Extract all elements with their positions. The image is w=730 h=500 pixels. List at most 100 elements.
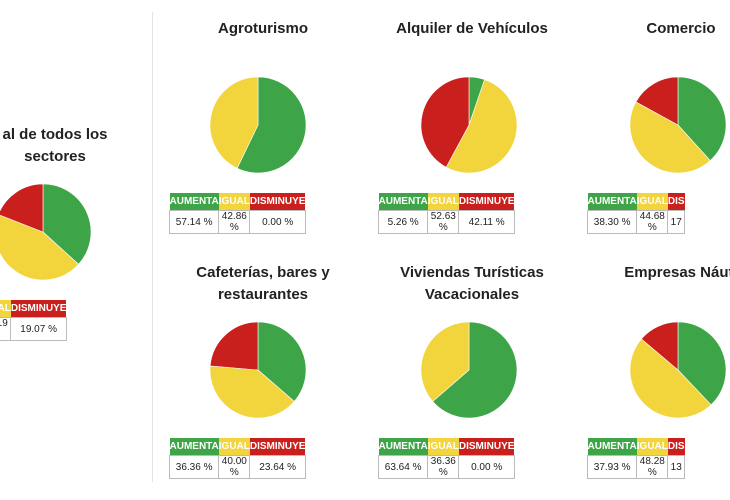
legend-label-disminuye: DISMINUYE (249, 438, 306, 456)
pie-slice-igual (209, 365, 295, 419)
chart-title: Viviendas Turísticas Vacacionales (352, 262, 592, 306)
legend-table: AUMENTA IGUAL DISMINUYE 63.64 % 36.36 % 0.00 … (377, 438, 515, 479)
pie-chart (0, 183, 92, 281)
pie-slice-aumenta (257, 321, 307, 402)
chart-title: al de todos los sectores (0, 124, 175, 168)
legend-label-igual: IGUAL (218, 193, 250, 211)
legend-label-aumenta: AUMENTA (169, 438, 219, 456)
legend-value-igual: 42.86 % (218, 210, 251, 234)
legend-header-row: AUMENTA IGUAL DIS (587, 438, 685, 456)
chart-title-line: Agroturismo (218, 20, 308, 37)
legend-header-row: AUMENTA IGUAL DISMINUYE (169, 193, 306, 211)
pie-slice-igual (209, 76, 259, 169)
legend-value-disminuye: 42.11 % (458, 210, 515, 234)
legend-label-igual: IGUAL (636, 193, 668, 211)
pie-chart (209, 76, 307, 174)
pie-slice-igual (629, 101, 711, 174)
legend-value-disminuye: 0.00 % (458, 455, 515, 479)
legend-label-aumenta: AUMENTA (587, 438, 637, 456)
chart-title-line: sectores (24, 148, 86, 165)
pie-slice-disminuye (209, 321, 259, 371)
legend-value-igual: 44.19 % (0, 317, 12, 341)
legend-table: AUMENTA IGUAL DISMINUYE 57.14 % 42.86 % 0.00 … (168, 193, 306, 234)
pie-chart (420, 76, 518, 174)
legend-value-aumenta: 38.30 % (586, 210, 638, 234)
legend-value-igual: 44.68 % (636, 210, 669, 234)
legend-label-igual: IGUAL (636, 438, 668, 456)
chart-title-line: Cafeterías, bares y (196, 264, 330, 281)
pie-slice-aumenta (677, 76, 727, 162)
pie-chart (629, 321, 727, 419)
legend-label-aumenta: AUMENTA (378, 438, 428, 456)
pie-chart (209, 321, 307, 419)
chart-title-line: al de todos los (2, 126, 108, 143)
legend-label-igual: IGUAL (427, 193, 459, 211)
legend-table: AUMENTA IGUAL DIS 37.93 % 48.28 % 13 (586, 438, 686, 479)
legend-value-row: 63.64 % 36.36 % 0.00 % (377, 455, 515, 479)
pie-slice-igual (420, 321, 470, 402)
legend-value-row: 36.36 % 40.00 % 23.64 % (168, 455, 306, 479)
chart-title-line: restaurantes (217, 286, 309, 303)
chart-title: Empresas Náuti (561, 262, 730, 284)
legend-table: AUMENTA IGUAL DISMINUYE 36.36 % 40.00 % 23.64… (168, 438, 306, 479)
legend-label-disminuye: DISMINUYE (10, 300, 67, 318)
legend-header-row: AUMENTA IGUAL DIS (587, 193, 685, 211)
chart-title: Agroturismo (143, 18, 383, 40)
chart-title-line: Alquiler de Vehículos (396, 20, 548, 37)
chart-title: Alquiler de Vehículos (352, 18, 592, 40)
chart-title-line: Vacacionales (424, 286, 520, 303)
pie-slice-aumenta (42, 183, 92, 265)
legend-value-disminuye: 0.00 % (249, 210, 306, 234)
pie-slice-disminuye (640, 321, 679, 371)
legend-label-igual: IGUAL (218, 438, 250, 456)
pie-slice-disminuye (0, 183, 44, 233)
chart-title: Cafeterías, bares y restaurantes (143, 262, 383, 306)
legend-label-igual: IGUAL (0, 300, 11, 318)
legend-value-aumenta: 37.93 % (586, 455, 638, 479)
legend-value-igual: 48.28 % (636, 455, 669, 479)
pie-slice-igual (445, 79, 518, 174)
chart-title: Comercio (561, 18, 730, 40)
legend-value-aumenta: 5.26 % (377, 210, 429, 234)
legend-value-disminuye: 13 (667, 455, 686, 479)
legend-value-disminuye: 17 (667, 210, 686, 234)
legend-table: AIGUALDISMINUYE44.19 %19.07 % (0, 300, 67, 341)
legend-table: AUMENTA IGUAL DISMINUYE 5.26 % 52.63 % 42.11 … (377, 193, 515, 234)
pie-slice-igual (629, 338, 712, 419)
legend-label-aumenta: AUMENTA (169, 193, 219, 211)
pie-slice-aumenta (677, 321, 727, 406)
legend-label-aumenta: AUMENTA (378, 193, 428, 211)
legend-value-row: 38.30 % 44.68 % 17 (586, 210, 686, 234)
legend-value-igual: 36.36 % (427, 455, 460, 479)
legend-value-row: 37.93 % 48.28 % 13 (586, 455, 686, 479)
legend-label-disminuye: DISMINUYE (249, 193, 306, 211)
panel-divider (152, 12, 153, 482)
pie-slice-disminuye (635, 76, 679, 126)
pie-slice-aumenta (432, 321, 518, 419)
legend-label-disminuye: DISMINUYE (458, 438, 515, 456)
legend-label-aumenta: AUMENTA (587, 193, 637, 211)
legend-value-igual: 40.00 % (218, 455, 251, 479)
chart-title-line: Empresas Náuti (624, 264, 730, 281)
legend-value-aumenta: 63.64 % (377, 455, 429, 479)
pie-slice-igual (0, 214, 79, 281)
legend-value-disminuye: 19.07 % (10, 317, 67, 341)
legend-table: AUMENTA IGUAL DIS 38.30 % 44.68 % 17 (586, 193, 686, 234)
legend-value-aumenta: 57.14 % (168, 210, 220, 234)
legend-value-igual: 52.63 % (427, 210, 460, 234)
chart-title-line: Comercio (646, 20, 716, 37)
pie-chart (420, 321, 518, 419)
legend-header-row: AUMENTA IGUAL DISMINUYE (169, 438, 306, 456)
legend-header-row: AUMENTA IGUAL DISMINUYE (378, 438, 515, 456)
legend-value-row: 5.26 % 52.63 % 42.11 % (377, 210, 515, 234)
legend-header-row: AUMENTA IGUAL DISMINUYE (378, 193, 515, 211)
legend-label-disminuye: DISMINUYE (458, 193, 515, 211)
legend-label-igual: IGUAL (427, 438, 459, 456)
legend-label-disminuye: DIS (667, 193, 685, 211)
legend-value-aumenta: 36.36 % (168, 455, 220, 479)
legend-value-row: 44.19 %19.07 % (0, 317, 67, 341)
pie-slice-disminuye (420, 76, 470, 168)
legend-value-disminuye: 23.64 % (249, 455, 306, 479)
legend-value-row: 57.14 % 42.86 % 0.00 % (168, 210, 306, 234)
